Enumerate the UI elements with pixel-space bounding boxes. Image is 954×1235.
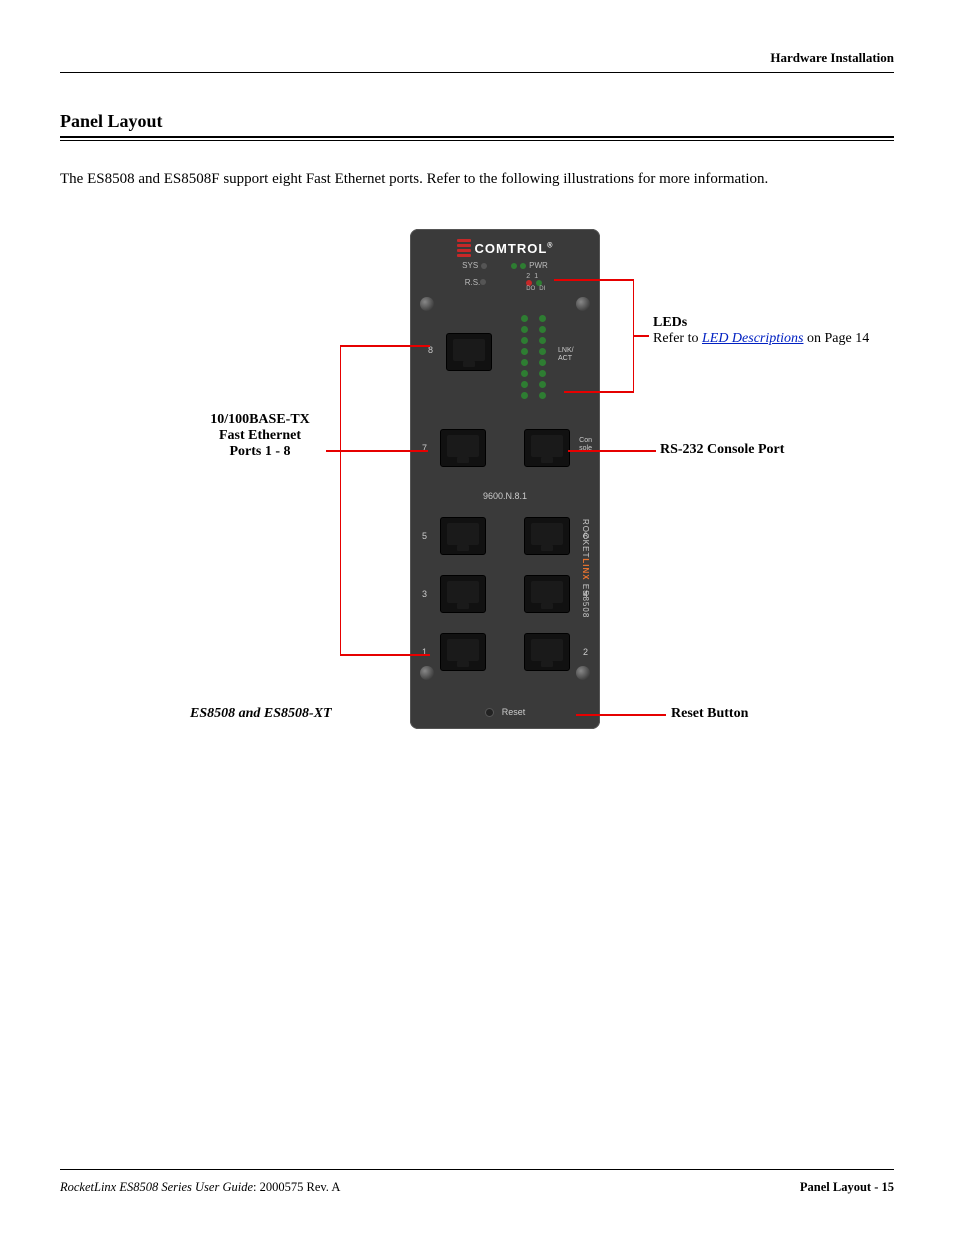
leader-line	[326, 450, 428, 451]
port-number: 2	[583, 647, 588, 657]
leader-line	[340, 345, 341, 655]
device-status-row-2: R.S. 21 DODI	[410, 273, 600, 292]
rj45-port-icon	[440, 575, 486, 613]
rj45-port-icon	[446, 333, 492, 371]
comtrol-logo-icon	[457, 239, 471, 257]
page-header: Hardware Installation	[60, 50, 894, 73]
reset-row: Reset	[410, 707, 600, 717]
header-section-title: Hardware Installation	[770, 50, 894, 65]
callout-ports-line2: Fast Ethernet	[190, 428, 330, 444]
leader-line	[554, 279, 634, 280]
screw-icon	[420, 297, 434, 311]
port-number: 1	[422, 647, 427, 657]
port-number: 5	[422, 531, 427, 541]
lnk-act-label: LNK/ ACT	[558, 347, 574, 362]
reset-label: Reset	[502, 707, 526, 717]
leader-line	[340, 654, 430, 655]
port-8-block: 8	[438, 333, 500, 371]
device-brand-row: COMTROL®	[420, 239, 590, 257]
panel-layout-diagram: COMTROL® SYS PWR R.S. 21 DODI	[60, 219, 894, 779]
port-number: 3	[422, 589, 427, 599]
device-side-branding: ROCKETLINX ES8508	[581, 519, 590, 618]
rj45-console-port-icon	[524, 429, 570, 467]
reset-button-icon	[485, 708, 494, 717]
footer-right: Panel Layout - 15	[800, 1180, 894, 1195]
callout-reset: Reset Button	[671, 706, 748, 722]
callout-console-text: RS-232 Console Port	[660, 442, 784, 457]
intro-paragraph: The ES8508 and ES8508F support eight Fas…	[60, 169, 894, 189]
page-footer: RocketLinx ES8508 Series User Guide: 200…	[60, 1169, 894, 1195]
port-row-3-4: 3 4	[432, 575, 578, 613]
led-descriptions-link[interactable]: LED Descriptions	[702, 331, 804, 346]
rj45-port-icon	[440, 517, 486, 555]
leader-line	[576, 714, 666, 715]
rj45-port-icon	[440, 633, 486, 671]
leader-line	[340, 345, 430, 346]
callout-leds-text: Refer to LED Descriptions on Page 14	[653, 331, 893, 347]
device-brand-text: COMTROL®	[475, 241, 554, 256]
rj45-port-icon	[524, 575, 570, 613]
callout-console: RS-232 Console Port	[660, 442, 784, 458]
rj45-port-icon	[524, 633, 570, 671]
heading-rule	[60, 140, 894, 141]
port-number: 7	[422, 443, 427, 453]
callout-leds: LEDs Refer to LED Descriptions on Page 1…	[653, 315, 893, 347]
port-row-5-6: 5 6	[432, 517, 578, 555]
callout-ports: 10/100BASE-TX Fast Ethernet Ports 1 - 8	[190, 412, 330, 460]
model-caption: ES8508 and ES8508-XT	[190, 706, 332, 722]
callout-ports-line1: 10/100BASE-TX	[190, 412, 330, 428]
leader-line	[564, 391, 634, 392]
device-status-row-1: SYS PWR	[410, 261, 600, 270]
port-number: 8	[428, 345, 433, 355]
screw-icon	[576, 297, 590, 311]
callout-ports-line3: Ports 1 - 8	[190, 444, 330, 460]
baud-label: 9600.N.8.1	[410, 491, 600, 501]
rj45-port-icon	[440, 429, 486, 467]
callout-leds-title: LEDs	[653, 315, 893, 331]
page-heading: Panel Layout	[60, 111, 894, 138]
device-front-panel: COMTROL® SYS PWR R.S. 21 DODI	[410, 229, 600, 729]
callout-reset-text: Reset Button	[671, 706, 748, 721]
port-row-7-console: 7	[432, 429, 578, 467]
footer-left: RocketLinx ES8508 Series User Guide: 200…	[60, 1180, 340, 1195]
port-led-cluster	[514, 315, 556, 399]
port-row-1-2: 1 2	[432, 633, 578, 671]
rj45-port-icon	[524, 517, 570, 555]
screw-icon	[576, 666, 590, 680]
leader-line	[568, 450, 656, 451]
leader-line	[633, 335, 649, 336]
